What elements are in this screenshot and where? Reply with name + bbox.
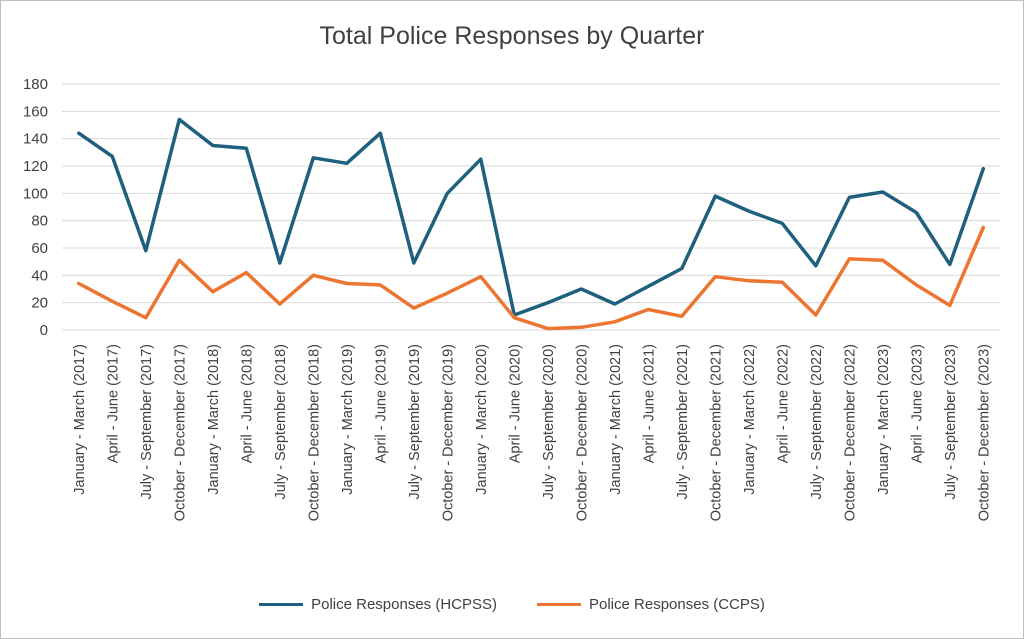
x-tick-label: October - December (2020) <box>574 344 590 521</box>
y-tick-label: 0 <box>40 322 48 339</box>
x-tick-label: April - June (2017) <box>105 344 121 463</box>
x-tick-label: July - September (2022) <box>809 344 825 500</box>
x-tick-label: April - June (2020) <box>507 344 523 463</box>
y-axis-tick-labels: 0 20 40 60 80 100 120 140 160 180 <box>23 76 48 339</box>
legend-swatch-ccps <box>537 603 581 606</box>
x-tick-label: October - December (2021) <box>708 344 724 521</box>
x-tick-label: January - March (2019) <box>340 344 356 495</box>
series-lines <box>77 117 986 331</box>
x-tick-label: January - March (2022) <box>742 344 758 495</box>
x-tick-label: April - June (2021) <box>641 344 657 463</box>
chart-title: Total Police Responses by Quarter <box>319 22 705 50</box>
x-tick-label: April - June (2022) <box>775 344 791 463</box>
series-line-hcpss <box>77 117 986 317</box>
y-tick-label: 100 <box>23 185 48 202</box>
x-tick-label: October - December (2019) <box>440 344 456 521</box>
x-tick-label: October - December (2023) <box>976 344 992 521</box>
legend-label-ccps: Police Responses (CCPS) <box>589 596 765 613</box>
x-tick-label: October - December (2022) <box>842 344 858 521</box>
x-tick-label: January - March (2020) <box>474 344 490 495</box>
x-tick-label: July - September (2021) <box>675 344 691 500</box>
y-tick-label: 160 <box>23 103 48 120</box>
x-tick-label: January - March (2023) <box>876 344 892 495</box>
x-axis-tick-labels: January - March (2017) April - June (2017… <box>72 344 993 521</box>
x-tick-label: July - September (2020) <box>541 344 557 500</box>
gridlines <box>62 83 1000 331</box>
y-tick-label: 120 <box>23 158 48 175</box>
x-tick-label: July - September (2017) <box>139 344 155 500</box>
x-tick-label: January - March (2021) <box>608 344 624 495</box>
legend-item-hcpss: Police Responses (HCPSS) <box>259 596 497 613</box>
x-tick-label: April - June (2019) <box>373 344 389 463</box>
x-tick-label: July - September (2023) <box>943 344 959 500</box>
y-tick-label: 140 <box>23 131 48 148</box>
legend-label-hcpss: Police Responses (HCPSS) <box>311 596 497 613</box>
x-tick-label: July - September (2018) <box>273 344 289 500</box>
y-tick-label: 80 <box>31 213 48 230</box>
y-tick-label: 20 <box>31 295 48 312</box>
x-tick-label: January - March (2018) <box>206 344 222 495</box>
y-tick-label: 180 <box>23 76 48 93</box>
y-tick-label: 60 <box>31 240 48 257</box>
x-tick-label: April - June (2023) <box>909 344 925 463</box>
series-line-ccps <box>77 225 986 331</box>
x-tick-label: April - June (2018) <box>239 344 255 463</box>
x-tick-label: October - December (2017) <box>172 344 188 521</box>
y-tick-label: 40 <box>31 267 48 284</box>
legend-swatch-hcpss <box>259 603 304 606</box>
x-tick-label: July - September (2019) <box>407 344 423 500</box>
legend-item-ccps: Police Responses (CCPS) <box>537 596 765 613</box>
x-tick-label: October - December (2018) <box>306 344 322 521</box>
x-tick-label: January - March (2017) <box>72 344 88 495</box>
legend: Police Responses (HCPSS) Police Response… <box>0 596 1024 613</box>
